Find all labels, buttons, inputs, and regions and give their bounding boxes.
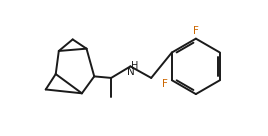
- Text: F: F: [162, 79, 168, 89]
- Text: H: H: [131, 61, 139, 71]
- Text: F: F: [193, 26, 199, 36]
- Text: N: N: [126, 67, 134, 77]
